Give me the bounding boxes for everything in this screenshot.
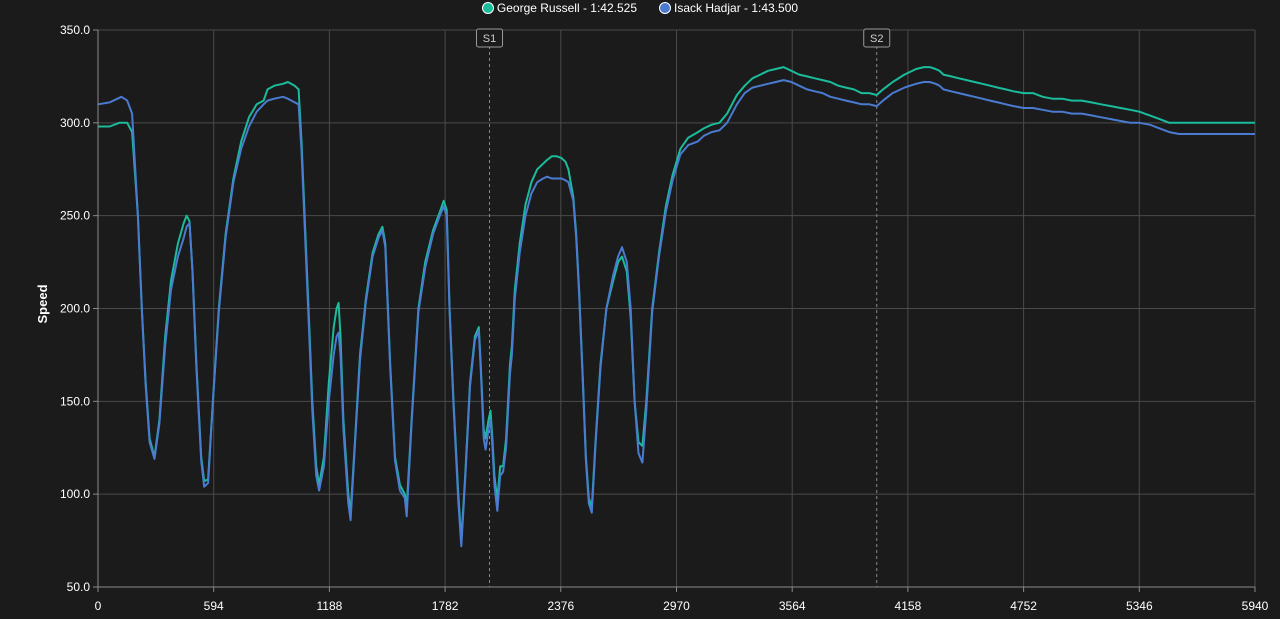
legend-item-2[interactable]: Isack Hadjar - 1:43.500: [659, 1, 798, 15]
x-tick-label: 0: [95, 599, 102, 613]
legend-label-2: Isack Hadjar - 1:43.500: [674, 1, 799, 15]
x-tick-label: 5940: [1242, 599, 1269, 613]
x-tick-label: 1782: [432, 599, 459, 613]
series-line-2: [97, 79, 1255, 548]
y-axis-label: Speed: [35, 284, 50, 323]
legend-item-1[interactable]: George Russell - 1:42.525: [481, 1, 637, 15]
y-tick-label: 250.0: [60, 209, 90, 223]
axes: 50.0 100.0 150.0 200.0 250.0 300.0 350.0 0 594 11…: [60, 23, 1269, 613]
y-tick-label: 350.0: [60, 23, 90, 37]
chart-legend: George Russell - 1:42.525 Isack Hadjar - …: [0, 0, 1280, 16]
x-tick-label: 3564: [779, 599, 806, 613]
x-tick-label: 594: [204, 599, 224, 613]
y-tick-label: 50.0: [67, 580, 91, 594]
legend-label-1: George Russell - 1:42.525: [496, 1, 637, 15]
x-tick-label: 1188: [316, 599, 342, 613]
x-tick-label: 2376: [547, 599, 574, 613]
series-line-1: [98, 66, 1255, 542]
x-tick-label: 4752: [1010, 599, 1037, 613]
x-tick-label: 5346: [1126, 599, 1153, 613]
sector-badge-s2: [863, 28, 891, 48]
x-tick-label: 2970: [663, 599, 690, 613]
y-tick-label: 150.0: [60, 394, 90, 408]
legend-swatch-1: [481, 2, 494, 14]
legend-swatch-2: [659, 2, 671, 14]
grid: [97, 29, 1256, 588]
sector-markers: S1 S2: [476, 28, 891, 587]
sector-label-s2: S2: [870, 33, 883, 45]
sector-label-s1: S1: [483, 33, 496, 45]
x-tick-label: 4158: [895, 599, 922, 613]
y-tick-label: 100.0: [60, 487, 90, 501]
y-tick-label: 300.0: [60, 116, 90, 130]
y-tick-label: 200.0: [60, 302, 90, 316]
sector-badge-s1: [476, 28, 504, 48]
series-lines: [97, 66, 1255, 548]
